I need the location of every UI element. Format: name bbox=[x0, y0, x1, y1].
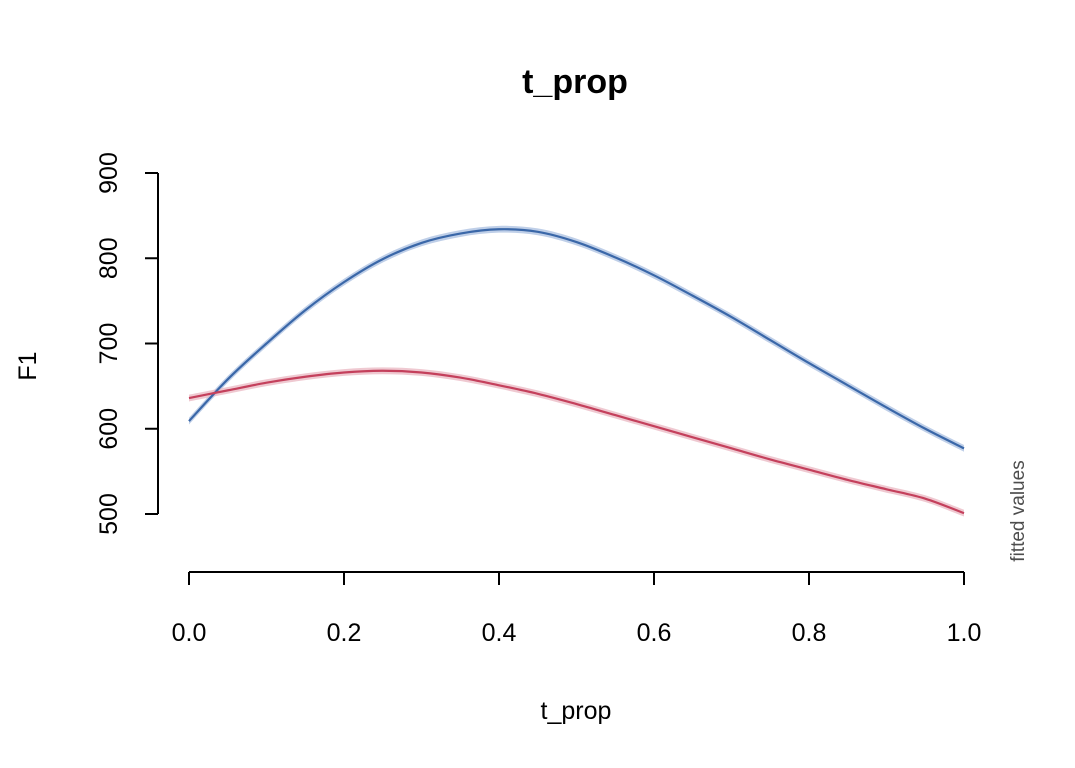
y-tick-label: 500 bbox=[95, 493, 123, 535]
y-tick-label: 800 bbox=[95, 237, 123, 279]
series-lines bbox=[188, 228, 965, 515]
x-tick-label: 0.2 bbox=[327, 619, 362, 647]
y-tick-label: 900 bbox=[95, 152, 123, 194]
fitted-values-note: fitted values bbox=[1008, 460, 1029, 561]
x-tick-label: 0.6 bbox=[637, 619, 672, 647]
x-tick-label: 0.0 bbox=[172, 619, 207, 647]
series-2-line bbox=[188, 369, 965, 515]
y-tick-label: 700 bbox=[95, 323, 123, 365]
confidence-bands bbox=[189, 225, 964, 517]
series-2-confidence-band bbox=[189, 367, 964, 517]
x-tick-label: 0.4 bbox=[482, 619, 517, 647]
chart-title: t_prop bbox=[522, 63, 628, 101]
series-1-confidence-band bbox=[189, 225, 964, 452]
x-tick-label: 0.8 bbox=[792, 619, 827, 647]
y-tick-label: 600 bbox=[95, 408, 123, 450]
y-axis-title: F1 bbox=[14, 351, 42, 380]
x-axis-title: t_prop bbox=[541, 697, 612, 725]
x-axis-ticks: 0.0 0.2 0.4 0.6 0.8 1.0 bbox=[172, 572, 982, 647]
x-tick-label: 1.0 bbox=[947, 619, 982, 647]
series-1-line bbox=[188, 228, 965, 450]
y-axis-ticks: 500 600 700 800 900 bbox=[95, 152, 158, 535]
